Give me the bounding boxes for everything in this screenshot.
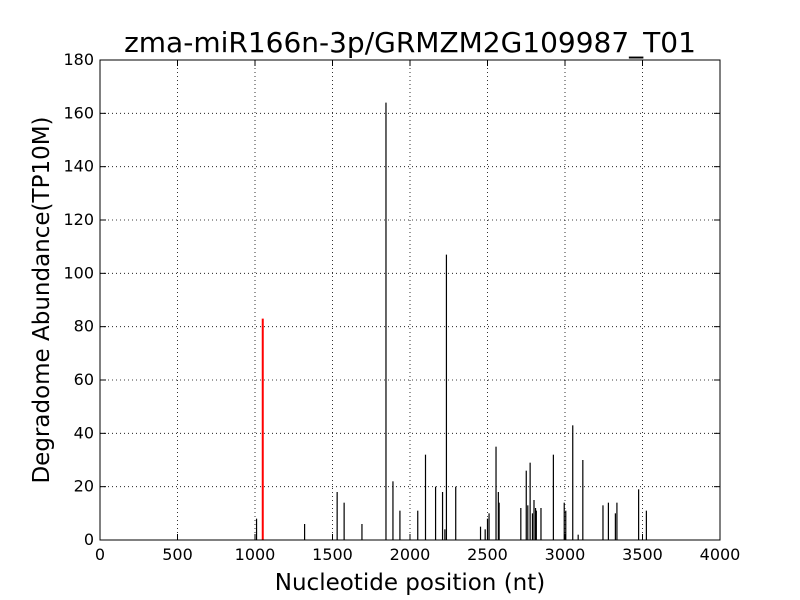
- y-tick-label: 60: [74, 370, 94, 389]
- x-tick-label: 500: [162, 545, 193, 564]
- y-tick-label: 180: [63, 50, 94, 69]
- x-axis-label: Nucleotide position (nt): [275, 570, 545, 596]
- chart-title: zma-miR166n-3p/GRMZM2G109987_T01: [124, 26, 696, 59]
- y-tick-label: 80: [74, 317, 94, 336]
- x-tick-label: 3000: [545, 545, 586, 564]
- y-tick-label: 20: [74, 477, 94, 496]
- y-axis-label: Degradome Abundance(TP10M): [29, 116, 55, 483]
- x-tick-label: 1000: [235, 545, 276, 564]
- y-tick-label: 160: [63, 103, 94, 122]
- x-tick-label: 3500: [622, 545, 663, 564]
- y-tick-label: 140: [63, 157, 94, 176]
- axis-ticks: 0 500 1000 1500 2000 2500 3000 3500 4000 0 20 40 60 8…: [63, 50, 740, 564]
- x-tick-label: 1500: [312, 545, 353, 564]
- y-tick-label: 100: [63, 263, 94, 282]
- y-tick-label: 40: [74, 423, 94, 442]
- y-tick-label: 120: [63, 210, 94, 229]
- x-tick-label: 2500: [467, 545, 508, 564]
- x-tick-label: 4000: [700, 545, 741, 564]
- bars: [255, 102, 647, 540]
- x-tick-label: 2000: [390, 545, 431, 564]
- y-tick-label: 0: [84, 530, 94, 549]
- grid-lines: [100, 60, 720, 540]
- x-tick-label: 0: [95, 545, 105, 564]
